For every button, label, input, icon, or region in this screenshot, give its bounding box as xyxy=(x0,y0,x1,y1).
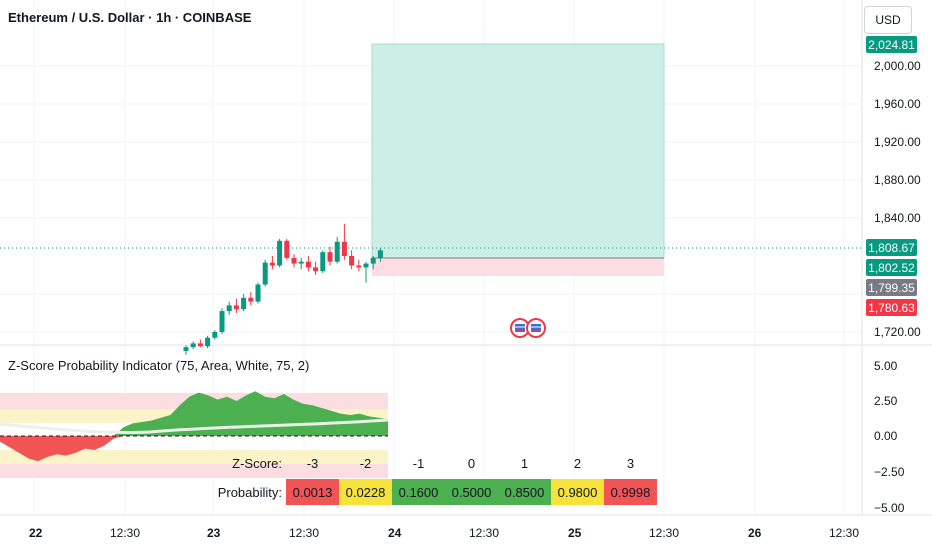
candle xyxy=(197,339,203,348)
probability-label: Probability: xyxy=(217,484,282,500)
candle xyxy=(226,301,232,315)
time-label: 12:30 xyxy=(649,526,680,540)
time-label: 12:30 xyxy=(829,526,860,540)
price-tick: 1,880.00 xyxy=(874,173,921,187)
currency-button[interactable]: USD xyxy=(864,6,912,34)
crosshair-price-badge: 1,799.35 xyxy=(866,279,917,296)
time-label: 25 xyxy=(568,526,582,540)
target-zone[interactable] xyxy=(371,43,665,259)
indicator-tick: −2.50 xyxy=(874,465,905,479)
indicator-title[interactable]: Z-Score Probability Indicator (75, Area,… xyxy=(8,358,310,373)
time-label: 26 xyxy=(748,526,762,540)
probability-cell: 0.9800 xyxy=(551,479,604,505)
probability-cell: 0.9998 xyxy=(604,479,657,505)
probability-cell: 0.8500 xyxy=(498,479,551,505)
time-label: 12:30 xyxy=(289,526,320,540)
indicator-tick: 5.00 xyxy=(874,359,898,373)
price-tick: 1,840.00 xyxy=(874,211,921,225)
time-label: 12:30 xyxy=(110,526,141,540)
candle xyxy=(298,257,304,270)
probability-row: Probability: 0.0013 0.0228 0.1600 0.5000… xyxy=(205,479,657,505)
price-tick: 2,000.00 xyxy=(874,59,921,73)
economic-event-icon[interactable] xyxy=(510,318,546,338)
symbol-title[interactable]: Ethereum / U.S. Dollar · 1h · COINBASE xyxy=(8,10,252,25)
candle xyxy=(190,341,196,350)
price-tick: 1,960.00 xyxy=(874,97,921,111)
zscore-row: Z-Score: -3 -2 -1 0 1 2 3 xyxy=(205,450,657,476)
candle xyxy=(320,250,326,274)
price-tick: 1,920.00 xyxy=(874,135,921,149)
zscore-cell: 2 xyxy=(573,455,582,471)
candle xyxy=(183,345,189,355)
indicator-tick: 2.50 xyxy=(874,394,898,408)
probability-cell: 0.5000 xyxy=(445,479,498,505)
candle xyxy=(363,261,369,283)
zscore-mean-line xyxy=(0,418,389,435)
candle xyxy=(327,246,333,266)
candle xyxy=(248,292,254,306)
indicator-tick: 0.00 xyxy=(874,429,898,443)
zscore-cell: 3 xyxy=(626,455,635,471)
candle xyxy=(277,238,283,268)
candle xyxy=(349,250,355,270)
candle xyxy=(255,282,261,304)
candle xyxy=(219,308,225,334)
stop-zone[interactable] xyxy=(372,258,664,276)
candle xyxy=(313,261,319,275)
probability-cell: 0.1600 xyxy=(392,479,445,505)
candle xyxy=(212,330,218,340)
indicator-tick: −5.00 xyxy=(874,501,905,515)
candle xyxy=(284,238,290,260)
time-label: 24 xyxy=(388,526,402,540)
probability-cell: 0.0013 xyxy=(286,479,339,505)
zscore-cell: -2 xyxy=(359,455,372,471)
time-label: 12:30 xyxy=(469,526,500,540)
candle xyxy=(341,223,347,260)
candle xyxy=(370,256,376,270)
time-label: 23 xyxy=(207,526,221,540)
entry-price-badge: 1,802.52 xyxy=(866,259,917,276)
stop-price-badge: 1,780.63 xyxy=(866,299,917,316)
zscore-negative-area xyxy=(0,436,388,462)
candlestick-series[interactable] xyxy=(183,223,383,355)
candle xyxy=(262,259,268,287)
candle xyxy=(334,237,340,264)
candle xyxy=(233,298,239,313)
candle xyxy=(269,256,275,270)
zscore-cell: 1 xyxy=(520,455,529,471)
candle xyxy=(241,294,247,312)
zscore-label: Z-Score: xyxy=(232,455,282,471)
zscore-cell: 0 xyxy=(467,455,476,471)
time-label: 22 xyxy=(29,526,43,540)
zscore-table: Z-Score: -3 -2 -1 0 1 2 3 Probability: 0… xyxy=(205,450,657,508)
candle xyxy=(356,259,362,272)
zscore-cell: -1 xyxy=(412,455,425,471)
candle xyxy=(291,254,297,268)
current-price-badge: 1,808.67 xyxy=(866,239,917,256)
zscore-cell: -3 xyxy=(306,455,319,471)
candle xyxy=(377,248,383,262)
candle xyxy=(205,335,211,349)
candle xyxy=(305,256,311,272)
probability-cell: 0.0228 xyxy=(339,479,392,505)
price-tick: 1,720.00 xyxy=(874,325,921,339)
target-price-badge: 2,024.81 xyxy=(866,36,917,53)
